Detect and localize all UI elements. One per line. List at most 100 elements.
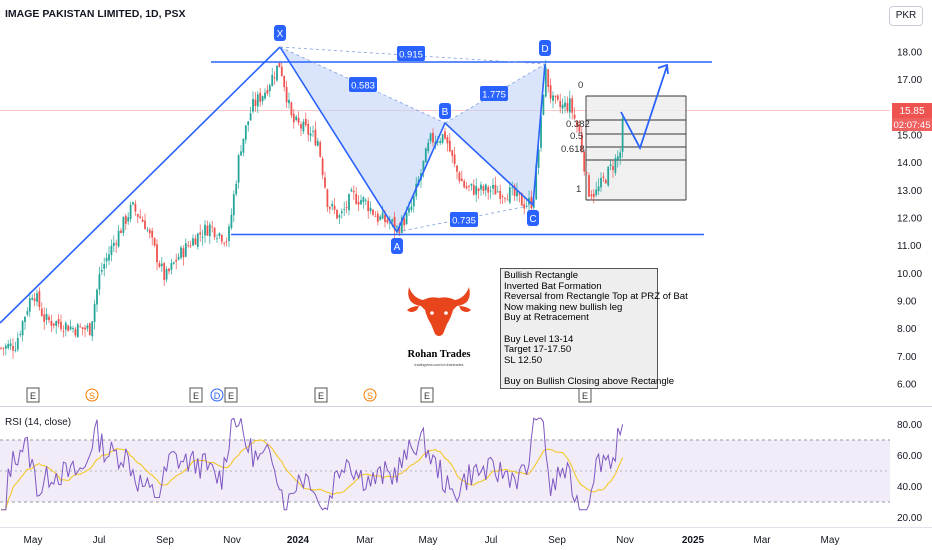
candle-body: [62, 331, 65, 332]
candle-body: [352, 190, 355, 193]
candle-body: [36, 293, 38, 302]
dividend-marker[interactable]: [210, 388, 224, 402]
price-tick-label: 17.00: [897, 75, 922, 86]
rsi-tick-label: 60.00: [897, 451, 922, 462]
candle-body: [345, 207, 348, 208]
time-axis[interactable]: May Jul Sep Nov 2024 Mar May Jul Sep Nov 2025 Mar Ma…: [24, 535, 840, 546]
candle-body: [295, 116, 298, 121]
candle-body: [619, 152, 622, 159]
pattern-point-label: D: [541, 44, 548, 55]
candle-body: [602, 176, 605, 178]
candle-body: [537, 149, 540, 168]
rsi-tick-label: 40.00: [897, 482, 922, 493]
svg-text:S: S: [367, 391, 373, 401]
candle-body: [612, 166, 614, 170]
candle-body: [374, 216, 377, 217]
rsi-line: [1, 417, 624, 511]
candle-body: [544, 67, 547, 97]
candle-body: [484, 184, 487, 191]
currency-button[interactable]: PKR: [889, 6, 923, 26]
last-price-tag: [892, 103, 932, 118]
candle-body: [547, 69, 550, 87]
note-line: Now making new bullish leg: [504, 301, 623, 313]
candle-body: [549, 85, 552, 99]
candle-body: [57, 319, 60, 324]
note-line: SL 12.50: [504, 354, 543, 366]
ratio-tag: [397, 46, 425, 61]
price-tick-label: 9.00: [897, 297, 917, 308]
candle-body: [408, 208, 410, 213]
svg-text:E: E: [30, 391, 36, 401]
split-marker[interactable]: [85, 388, 99, 402]
candle-body: [384, 214, 386, 222]
candle-body: [559, 100, 562, 108]
candle-body: [160, 263, 163, 267]
candle-body: [568, 98, 571, 113]
candle-body: [180, 247, 182, 258]
candle-body: [175, 259, 178, 262]
time-tick-label: Nov: [616, 535, 634, 546]
candle-body: [256, 94, 259, 107]
candle-body: [518, 193, 521, 195]
candle-body: [556, 95, 559, 100]
candle-body: [580, 133, 583, 151]
candle-body: [148, 229, 151, 234]
candle-body: [64, 322, 67, 330]
candle-body: [271, 74, 274, 86]
candle-body: [472, 185, 475, 195]
candle-body: [535, 165, 538, 200]
earnings-marker[interactable]: [420, 387, 434, 403]
svg-text:E: E: [228, 391, 234, 401]
candle-body: [393, 216, 396, 230]
candle-body: [132, 202, 134, 205]
candle-body: [446, 137, 449, 144]
time-tick-label: Jul: [93, 535, 106, 546]
candle-body: [326, 189, 329, 207]
price-tick-label: 11.00: [897, 241, 922, 252]
candle-body: [336, 209, 338, 219]
price-axis[interactable]: 18.0017.0016.0015.0014.0013.0012.0011.00…: [897, 48, 922, 391]
earnings-marker[interactable]: [26, 387, 40, 403]
candle-body: [266, 89, 269, 94]
candle-body: [4, 345, 7, 349]
logo-tagline: tradingview.com/u/rohantrades: [415, 363, 464, 367]
candle-body: [436, 141, 439, 143]
candle-body: [165, 269, 168, 280]
note-line: Bullish Rectangle: [504, 270, 579, 281]
candle-body: [542, 95, 545, 115]
fib-retracement-box: [586, 96, 686, 200]
candle-body: [33, 298, 36, 301]
candle-body: [508, 187, 511, 203]
candle-body: [288, 99, 290, 104]
candle-body: [492, 185, 494, 189]
candle-body: [376, 213, 379, 222]
candle-body: [571, 98, 574, 113]
pattern-triangle-bcd: [445, 64, 545, 205]
analysis-note: Bullish Rectangle Inverted Bat Formation R…: [500, 268, 688, 389]
earnings-marker[interactable]: [314, 387, 328, 403]
split-marker[interactable]: [363, 388, 377, 402]
candle-body: [60, 321, 62, 330]
ratio-label: 0.735: [452, 216, 476, 227]
candle-body: [112, 242, 115, 247]
candle-body: [184, 243, 187, 257]
candle-body: [2, 347, 5, 349]
candle-body: [93, 304, 96, 322]
candle-body: [278, 62, 281, 68]
candle-body: [156, 244, 158, 263]
candle-body: [470, 183, 473, 186]
candle-body: [211, 226, 214, 228]
candle-body: [172, 262, 175, 264]
logo-name: Rohan Trades: [408, 349, 471, 360]
candle-body: [312, 131, 314, 132]
svg-text:S: S: [89, 391, 95, 401]
candle-body: [340, 211, 343, 214]
candle-body: [388, 222, 391, 224]
earnings-marker[interactable]: [189, 387, 203, 403]
candle-body: [268, 85, 271, 92]
earnings-marker[interactable]: [224, 387, 238, 403]
candle-body: [465, 186, 468, 189]
candle-body: [573, 114, 576, 119]
